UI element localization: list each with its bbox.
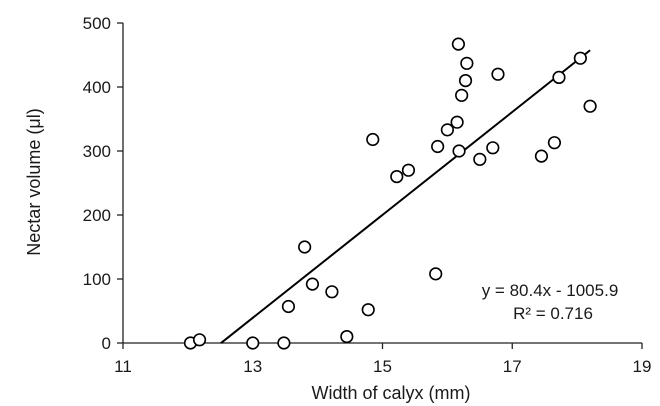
y-axis-title: Nectar volume (μl) — [24, 108, 44, 255]
data-point-3 — [277, 336, 291, 350]
tick-labels: 11 13 15 17 19 0 100 200 300 400 500 — [83, 14, 652, 376]
trendline-group — [220, 49, 591, 344]
data-point-18 — [452, 144, 466, 158]
x-tick-label-1: 13 — [243, 357, 262, 376]
data-point-21 — [460, 56, 474, 70]
x-axis-title: Width of calyx (mm) — [311, 383, 470, 403]
x-tick-label-0: 11 — [114, 357, 132, 376]
x-tick-label-4: 19 — [633, 357, 652, 376]
data-point-15 — [440, 123, 454, 137]
data-point-11 — [390, 170, 404, 184]
y-tick-label-2: 200 — [83, 206, 111, 225]
x-tick-label-3: 17 — [503, 357, 522, 376]
data-point-12 — [401, 163, 416, 177]
y-tick-label-4: 400 — [83, 78, 111, 97]
data-point-1 — [192, 333, 207, 347]
data-point-24 — [491, 67, 505, 81]
data-point-28 — [573, 51, 587, 65]
data-point-6 — [305, 277, 320, 291]
data-point-19 — [455, 88, 469, 102]
data-point-25 — [534, 149, 549, 163]
data-point-17 — [451, 37, 466, 51]
data-point-13 — [429, 267, 443, 281]
data-point-7 — [325, 285, 339, 299]
data-point-29 — [583, 99, 597, 113]
trendline-equation: y = 80.4x - 1005.9 — [482, 281, 619, 300]
data-point-26 — [547, 136, 562, 150]
data-point-2 — [246, 336, 260, 350]
data-point-14 — [431, 139, 445, 154]
y-tick-label-1: 100 — [83, 270, 111, 289]
trendline — [220, 49, 591, 344]
data-point-16 — [450, 115, 464, 129]
data-point-9 — [361, 303, 375, 317]
data-point-27 — [552, 70, 566, 84]
y-tick-label-3: 300 — [83, 142, 111, 161]
y-tick-label-0: 0 — [102, 334, 111, 353]
r-squared-label: R² = 0.716 — [513, 304, 593, 323]
data-point-23 — [486, 141, 500, 155]
data-point-8 — [340, 330, 354, 344]
data-point-20 — [458, 73, 473, 88]
x-tick-label-2: 15 — [373, 357, 392, 376]
data-point-22 — [473, 152, 487, 166]
y-tick-label-5: 500 — [83, 14, 111, 33]
data-point-5 — [298, 240, 312, 254]
axes — [117, 22, 643, 349]
data-points — [183, 37, 597, 350]
data-point-4 — [281, 299, 296, 314]
data-point-10 — [366, 132, 380, 147]
